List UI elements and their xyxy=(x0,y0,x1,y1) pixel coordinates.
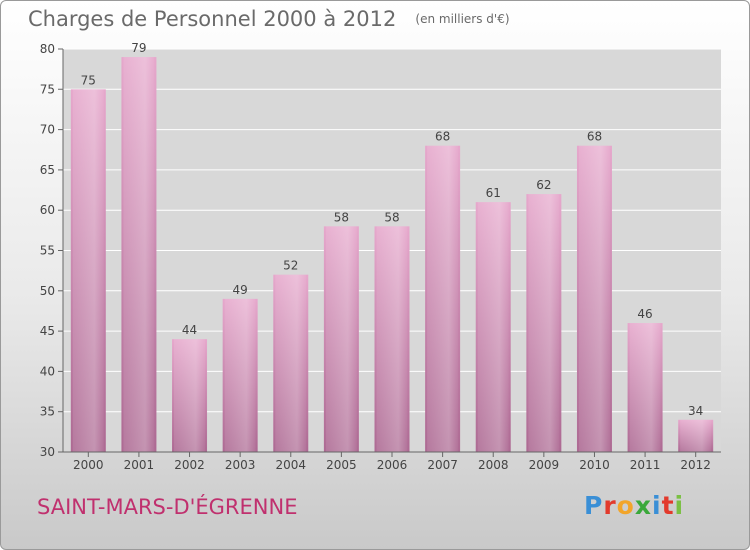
x-tick-label-2011: 2011 xyxy=(630,458,661,472)
bar-highlight-2006 xyxy=(376,226,408,452)
x-tick-label-2001: 2001 xyxy=(124,458,155,472)
logo-letter: i xyxy=(674,491,685,520)
bar-highlight-2009 xyxy=(528,194,560,452)
x-tick-label-2004: 2004 xyxy=(275,458,306,472)
proxiti-logo: Proxiti xyxy=(584,491,684,520)
bar-highlight-2002 xyxy=(174,339,206,452)
y-tick-label: 40 xyxy=(40,364,55,378)
bar-highlight-2001 xyxy=(123,57,155,453)
data-label-2003: 49 xyxy=(233,283,248,297)
data-label-2006: 58 xyxy=(384,210,399,224)
bar-highlight-2011 xyxy=(629,323,661,452)
data-label-2010: 68 xyxy=(587,130,602,144)
data-label-2011: 46 xyxy=(637,307,652,321)
data-label-2000: 75 xyxy=(81,73,96,87)
logo-letter: r xyxy=(603,491,617,520)
bar-highlight-2007 xyxy=(427,145,459,452)
y-tick-label: 80 xyxy=(40,42,55,56)
bar-highlight-2000 xyxy=(72,89,104,453)
data-label-2001: 79 xyxy=(131,41,146,55)
data-label-2002: 44 xyxy=(182,323,197,337)
bar-highlight-2005 xyxy=(325,226,357,452)
data-label-2007: 68 xyxy=(435,130,450,144)
y-tick-label: 35 xyxy=(40,405,55,419)
y-tick-label: 65 xyxy=(40,163,55,177)
x-tick-label-2006: 2006 xyxy=(377,458,408,472)
logo-letter: t xyxy=(661,491,675,520)
bar-highlight-2012 xyxy=(680,419,712,452)
logo-letter: x xyxy=(634,491,652,520)
bar-highlight-2010 xyxy=(578,145,610,452)
bar-highlight-2003 xyxy=(224,298,256,452)
data-label-2004: 52 xyxy=(283,259,298,273)
x-tick-label-2002: 2002 xyxy=(174,458,205,472)
location-name: SAINT-MARS-D'ÉGRENNE xyxy=(37,495,298,519)
data-label-2009: 62 xyxy=(536,178,551,192)
y-tick-label: 50 xyxy=(40,284,55,298)
y-tick-label: 55 xyxy=(40,244,55,258)
bar-highlight-2004 xyxy=(275,274,307,452)
data-label-2008: 61 xyxy=(486,186,501,200)
x-tick-label-2012: 2012 xyxy=(680,458,711,472)
data-label-2005: 58 xyxy=(334,210,349,224)
x-tick-label-2000: 2000 xyxy=(73,458,104,472)
logo-letter: o xyxy=(616,491,635,520)
logo-letter: i xyxy=(652,491,662,520)
y-tick-label: 60 xyxy=(40,203,55,217)
x-tick-label-2009: 2009 xyxy=(529,458,560,472)
y-tick-label: 70 xyxy=(40,123,55,137)
chart-unit-label: (en milliers d'€) xyxy=(415,12,510,26)
x-tick-label-2007: 2007 xyxy=(427,458,458,472)
chart-title-main: Charges de Personnel 2000 à 2012 xyxy=(28,7,397,31)
y-tick-label: 75 xyxy=(40,82,55,96)
x-tick-label-2008: 2008 xyxy=(478,458,509,472)
x-tick-label-2003: 2003 xyxy=(225,458,256,472)
y-tick-label: 45 xyxy=(40,324,55,338)
logo-letter: P xyxy=(584,491,604,520)
bar-highlight-2008 xyxy=(477,202,509,452)
data-label-2012: 34 xyxy=(688,404,703,418)
x-tick-label-2005: 2005 xyxy=(326,458,357,472)
x-tick-label-2010: 2010 xyxy=(579,458,610,472)
chart-title: Charges de Personnel 2000 à 2012 (en mil… xyxy=(28,7,510,31)
y-tick-label: 30 xyxy=(40,445,55,459)
